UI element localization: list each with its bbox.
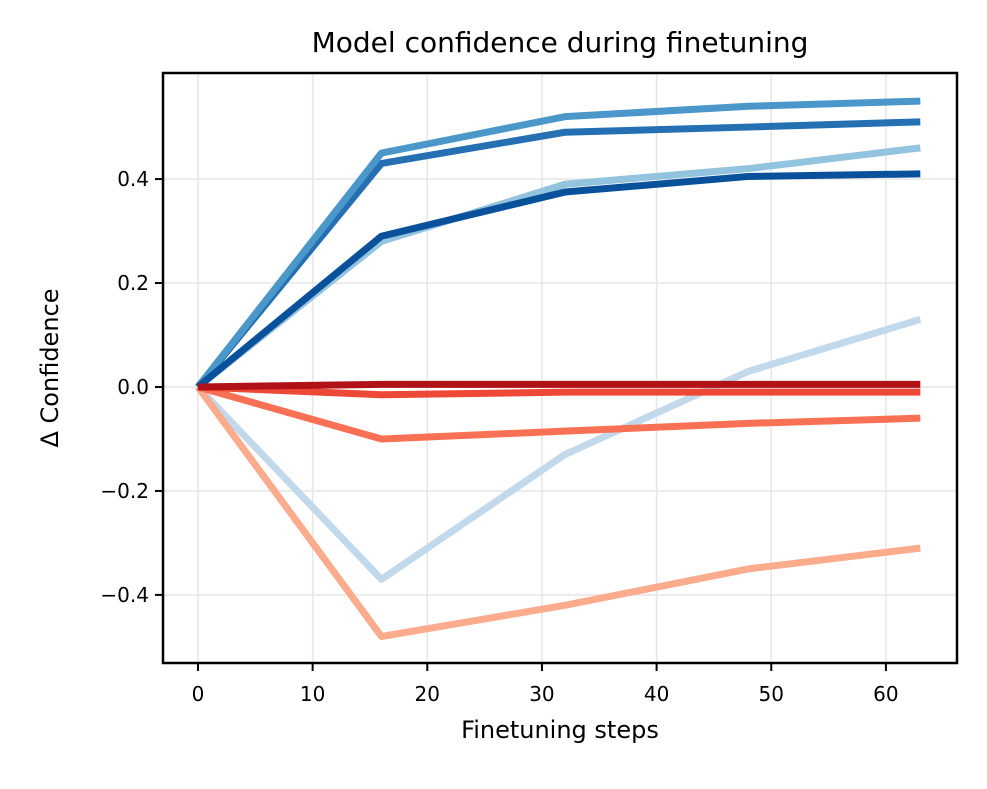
series-red-bright (197, 383, 921, 399)
x-tick-label: 30 (529, 682, 554, 706)
y-axis-label: Δ Confidence (36, 288, 64, 448)
series-blue-steel (195, 118, 921, 390)
series-red-salmon (195, 384, 921, 640)
chart-title: Model confidence during finetuning (311, 26, 809, 59)
x-axis-label: Finetuning steps (461, 716, 659, 744)
y-tick-label: 0.0 (117, 375, 149, 399)
y-tick-label: 0.2 (117, 271, 149, 295)
x-tick-label: 40 (644, 682, 669, 706)
x-tick-label: 10 (300, 682, 325, 706)
y-tick-label: −0.2 (100, 479, 149, 503)
series-blue-pale (195, 316, 922, 583)
x-tick-label: 20 (415, 682, 440, 706)
series-red-coral (197, 383, 921, 443)
y-tick-label: −0.4 (100, 583, 149, 607)
x-tick-label: 50 (759, 682, 784, 706)
series-red-dark (197, 380, 921, 391)
series-blue-dark (195, 170, 921, 390)
series-blue-medium (195, 97, 921, 390)
axes-spines (161, 71, 959, 665)
x-tick-label: 60 (873, 682, 898, 706)
x-tick-label: 0 (192, 682, 205, 706)
y-tick-label: 0.4 (117, 167, 149, 191)
